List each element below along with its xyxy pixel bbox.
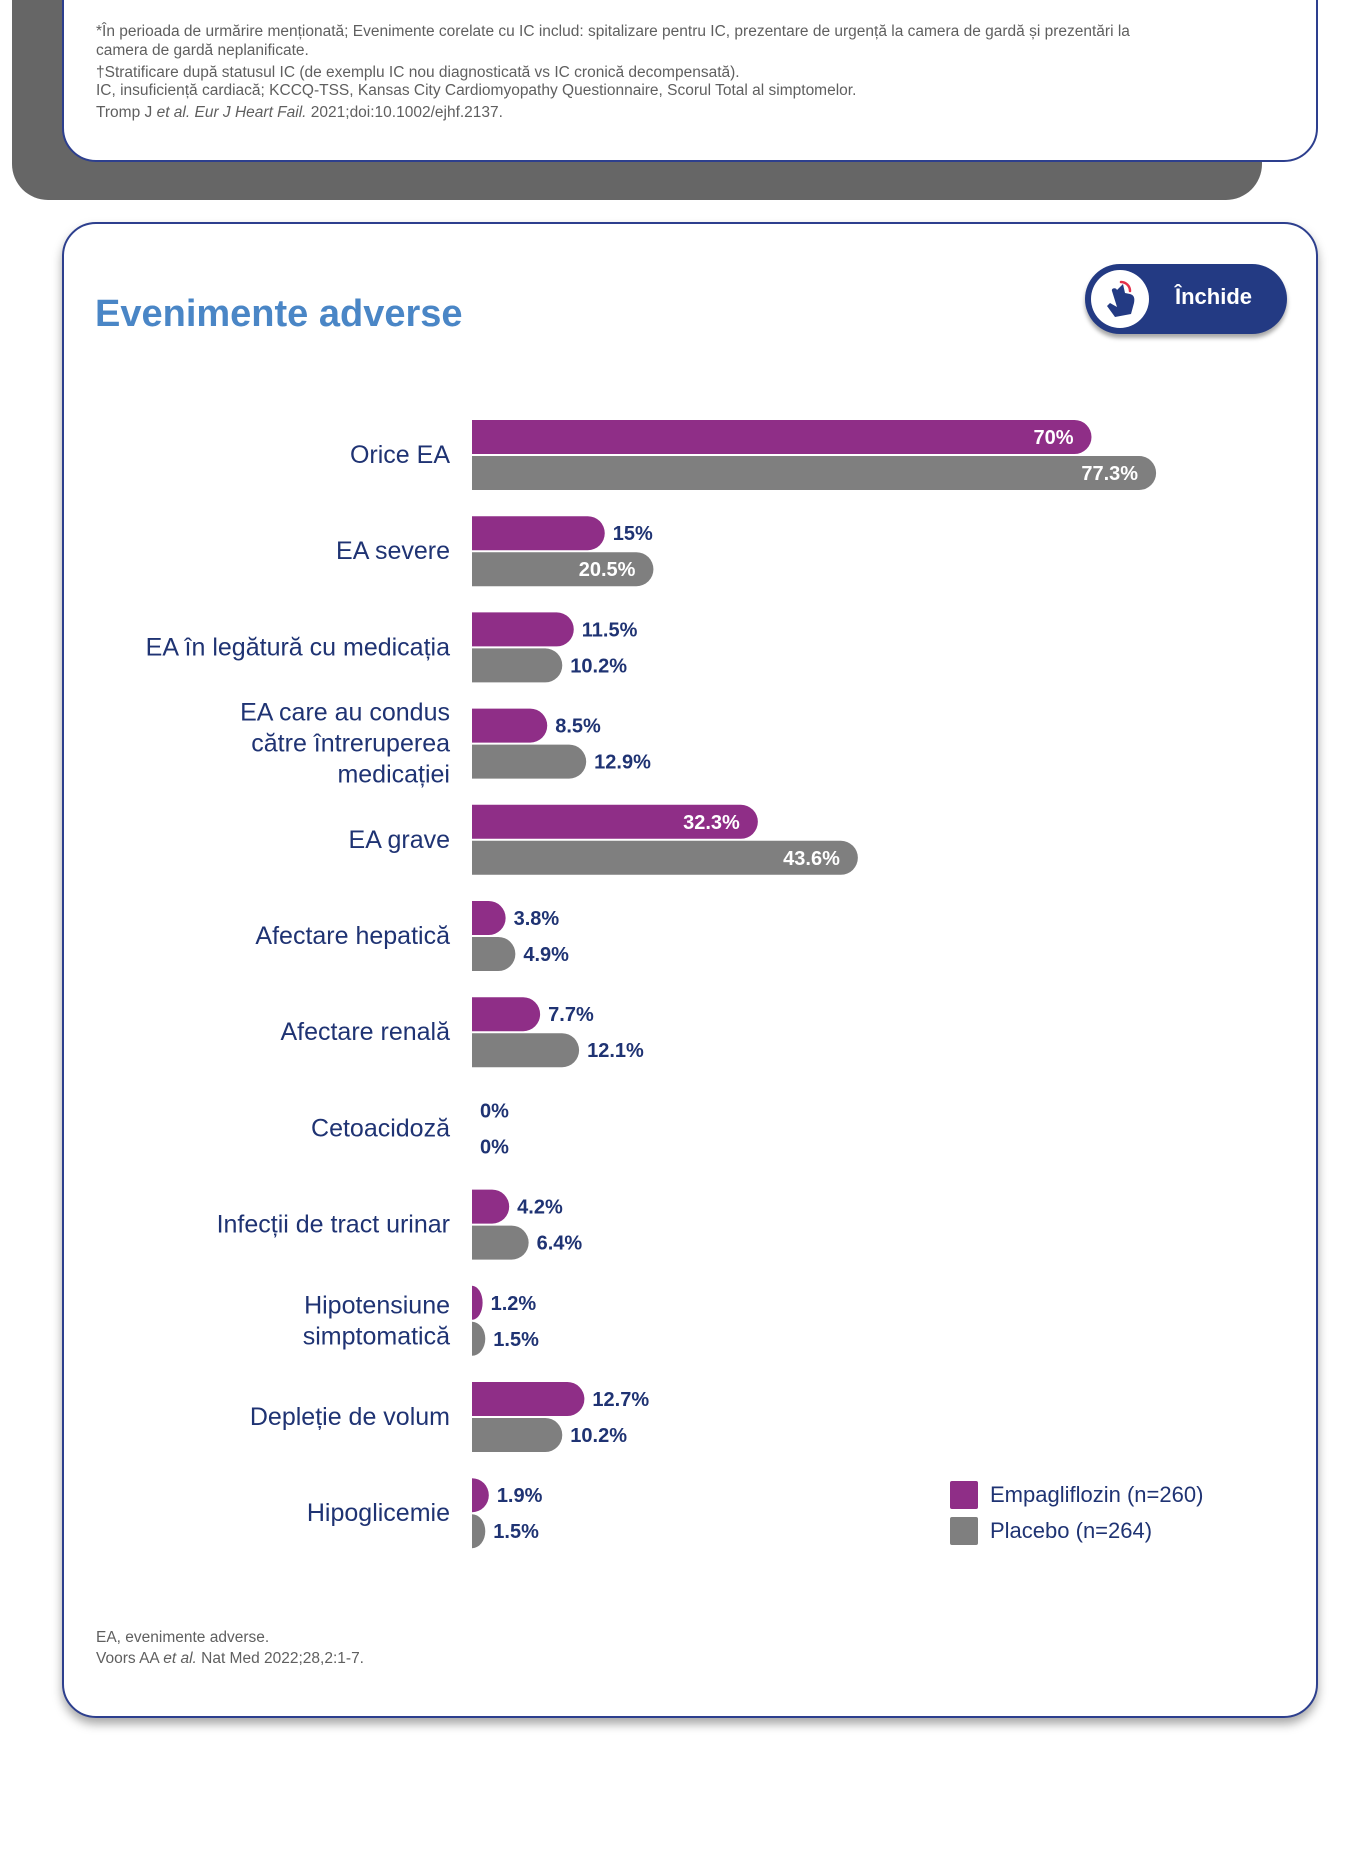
footnote-ea: EA, evenimente adverse. <box>96 1629 270 1646</box>
value-label: 1.2% <box>491 1293 537 1315</box>
category-label: Afectare renală <box>280 1018 450 1046</box>
close-button[interactable]: Închide <box>1085 264 1287 334</box>
bar-empagliflozin <box>472 997 541 1032</box>
hand-tap-icon <box>1091 270 1149 328</box>
value-label: 4.2% <box>517 1197 563 1219</box>
value-label: 12.1% <box>587 1040 644 1062</box>
value-label: 4.9% <box>523 944 569 966</box>
value-label: 0% <box>480 1100 509 1122</box>
value-label: 70% <box>1033 427 1073 449</box>
category-label: Infecții de tract urinar <box>217 1211 450 1239</box>
value-label: 1.5% <box>493 1329 539 1351</box>
value-label: 10.2% <box>570 1425 627 1447</box>
footnote-voors-citation: Voors AA et al. Nat Med 2022;28,2:1-7. <box>96 1650 364 1667</box>
bar-empagliflozin <box>472 804 758 839</box>
value-label: 12.7% <box>592 1389 649 1411</box>
category-label: EA în legătură cu medicația <box>146 633 450 661</box>
value-label: 10.2% <box>570 655 627 677</box>
footnote-events: *În perioada de urmărire menționată; Eve… <box>96 23 1130 59</box>
category-label: EA severe <box>336 537 450 565</box>
top-footnotes: *În perioada de urmărire menționată; Eve… <box>96 22 1176 125</box>
legend-label-empagliflozin: Empagliflozin (n=260) <box>990 1482 1204 1507</box>
value-label: 12.9% <box>594 752 651 774</box>
value-label: 77.3% <box>1081 463 1138 485</box>
bar-placebo <box>472 1418 563 1452</box>
bar-empagliflozin <box>472 708 548 743</box>
bar-placebo <box>472 1514 486 1549</box>
category-label: EA care au condus către întreruperea medic… <box>240 699 450 789</box>
bar-placebo <box>472 937 516 971</box>
value-label: 3.8% <box>514 908 560 930</box>
legend-swatch-placebo <box>950 1517 978 1545</box>
value-label: 6.4% <box>537 1233 583 1255</box>
bar-empagliflozin <box>472 420 1092 454</box>
category-label: Cetoacidoză <box>311 1114 450 1142</box>
value-label: 32.3% <box>683 812 740 834</box>
bar-placebo <box>472 1321 486 1356</box>
bar-placebo <box>472 648 563 683</box>
category-label: EA grave <box>349 826 450 854</box>
value-label: 20.5% <box>579 559 636 581</box>
value-label: 1.9% <box>497 1485 543 1507</box>
bar-empagliflozin <box>472 901 506 935</box>
category-label: Hipoglicemie <box>307 1499 450 1527</box>
page-title: Evenimente adverse <box>95 293 463 335</box>
value-label: 8.5% <box>555 716 601 738</box>
bar-empagliflozin <box>472 612 574 647</box>
footnote-citation: Tromp J et al. Eur J Heart Fail. 2021;do… <box>96 104 503 121</box>
bar-empagliflozin <box>472 1478 489 1513</box>
bar-placebo <box>472 552 654 587</box>
legend-item-empagliflozin: Empagliflozin (n=260) <box>950 1477 1203 1513</box>
legend-item-placebo: Placebo (n=264) <box>950 1513 1203 1549</box>
bar-placebo <box>472 456 1157 490</box>
category-label: Afectare hepatică <box>255 922 450 950</box>
value-label: 43.6% <box>783 848 840 870</box>
value-label: 7.7% <box>548 1004 594 1026</box>
legend-label-placebo: Placebo (n=264) <box>990 1518 1153 1543</box>
bar-placebo <box>472 744 587 779</box>
value-label: 0% <box>480 1136 509 1158</box>
value-label: 15% <box>613 523 653 545</box>
category-label: Orice EA <box>350 441 450 469</box>
bar-empagliflozin <box>472 1285 483 1320</box>
bar-empagliflozin <box>472 1189 510 1224</box>
footnotes-card <box>62 0 1318 162</box>
bar-empagliflozin <box>472 1382 585 1416</box>
value-label: 1.5% <box>493 1521 539 1543</box>
close-button-label: Închide <box>1175 284 1253 309</box>
bar-empagliflozin <box>472 516 605 551</box>
legend: Empagliflozin (n=260) Placebo (n=264) <box>950 1477 1203 1549</box>
bar-placebo <box>472 840 858 875</box>
footnote-stratification: †Stratificare după statusul IC (de exemp… <box>96 64 740 81</box>
bar-placebo <box>472 1225 529 1260</box>
bottom-footnotes: EA, evenimente adverse. Voors AA et al. … <box>96 1627 364 1669</box>
value-label: 11.5% <box>582 619 638 641</box>
footnote-abbreviations: IC, insuficiență cardiacă; KCCQ-TSS, Kan… <box>96 82 857 99</box>
legend-swatch-empagliflozin <box>950 1481 978 1509</box>
bar-placebo <box>472 1033 580 1068</box>
category-label: Depleție de volum <box>250 1403 450 1431</box>
category-label: Hipotensiune simptomatică <box>303 1291 450 1350</box>
